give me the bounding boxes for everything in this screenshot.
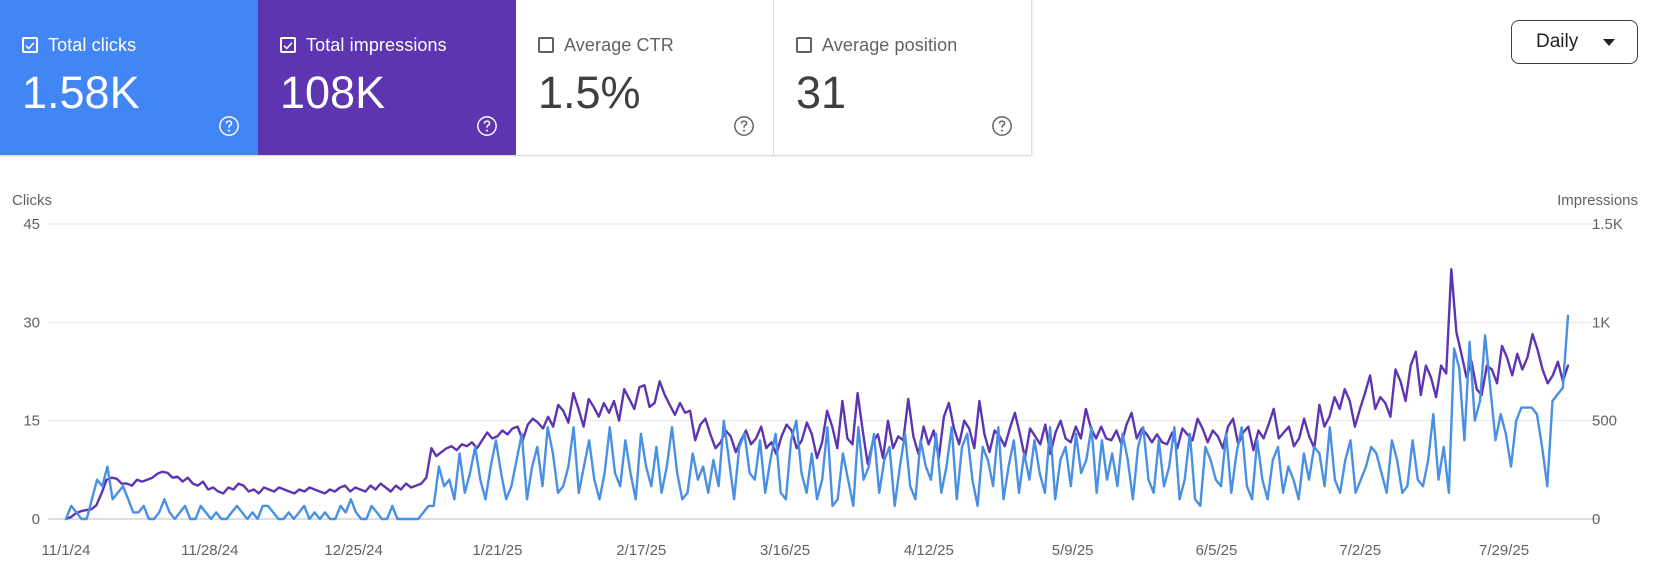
help-circle-icon[interactable] (733, 115, 755, 137)
x-axis-ticks: 11/1/24 11/28/24 12/25/24 1/21/25 2/17/25 3/1… (42, 542, 1530, 559)
clicks-series-line (64, 314, 1570, 521)
card-header: Total clicks (22, 33, 258, 57)
total-clicks-card[interactable]: Total clicks 1.58K (0, 0, 258, 155)
right-tick-label: 0 (1592, 511, 1600, 528)
x-tick-label: 5/9/25 (1052, 542, 1094, 559)
chevron-down-icon (1603, 39, 1615, 46)
x-tick-label: 7/2/25 (1339, 542, 1381, 559)
checkbox-unchecked-icon[interactable] (538, 37, 554, 53)
right-tick-label: 1.5K (1592, 216, 1623, 233)
card-header: Average position (796, 33, 1031, 57)
x-tick-label: 11/1/24 (42, 542, 91, 559)
x-tick-label: 4/12/25 (904, 542, 954, 559)
granularity-selected: Daily (1536, 31, 1579, 52)
granularity-dropdown[interactable]: Daily (1511, 20, 1638, 64)
card-header: Total impressions (280, 33, 516, 57)
left-tick-label: 0 (32, 511, 40, 528)
x-tick-label: 1/21/25 (472, 542, 522, 559)
card-value: 1.5% (538, 67, 641, 118)
card-value: 108K (280, 67, 386, 118)
card-value: 1.58K (22, 67, 140, 118)
left-tick-label: 30 (23, 314, 40, 331)
total-impressions-card[interactable]: Total impressions 108K (258, 0, 516, 155)
checkbox-checked-icon[interactable] (280, 37, 296, 53)
x-tick-label: 12/25/24 (324, 542, 382, 559)
card-label: Total clicks (48, 34, 137, 55)
right-axis-title: Impressions (1557, 192, 1638, 209)
left-axis-ticks: 0 15 30 45 (23, 216, 40, 528)
right-tick-label: 500 (1592, 413, 1617, 430)
checkbox-unchecked-icon[interactable] (796, 37, 812, 53)
average-ctr-card[interactable]: Average CTR 1.5% (516, 0, 774, 155)
left-axis-title: Clicks (12, 192, 52, 209)
x-tick-label: 7/29/25 (1479, 542, 1529, 559)
checkbox-checked-icon[interactable] (22, 37, 38, 53)
help-circle-icon[interactable] (991, 115, 1013, 137)
left-tick-label: 45 (23, 216, 40, 233)
help-circle-icon[interactable] (218, 115, 240, 137)
card-header: Average CTR (538, 33, 773, 57)
impressions-series-line (64, 268, 1570, 521)
x-tick-label: 6/5/25 (1196, 542, 1238, 559)
right-axis-ticks: 0 500 1K 1.5K (1592, 216, 1623, 528)
help-circle-icon[interactable] (476, 115, 498, 137)
average-position-card[interactable]: Average position 31 (774, 0, 1032, 155)
x-tick-label: 3/16/25 (760, 542, 810, 559)
right-tick-label: 1K (1592, 314, 1610, 331)
card-label: Average position (822, 34, 958, 55)
card-value: 31 (796, 67, 847, 118)
grid-lines (48, 223, 1600, 520)
card-label: Average CTR (564, 34, 674, 55)
metric-cards: Total clicks 1.58K Total impressions 108… (0, 0, 1032, 155)
left-tick-label: 15 (23, 413, 40, 430)
x-tick-label: 2/17/25 (616, 542, 666, 559)
card-label: Total impressions (306, 34, 447, 55)
x-tick-label: 11/28/24 (181, 542, 238, 559)
series-lines (64, 268, 1570, 521)
